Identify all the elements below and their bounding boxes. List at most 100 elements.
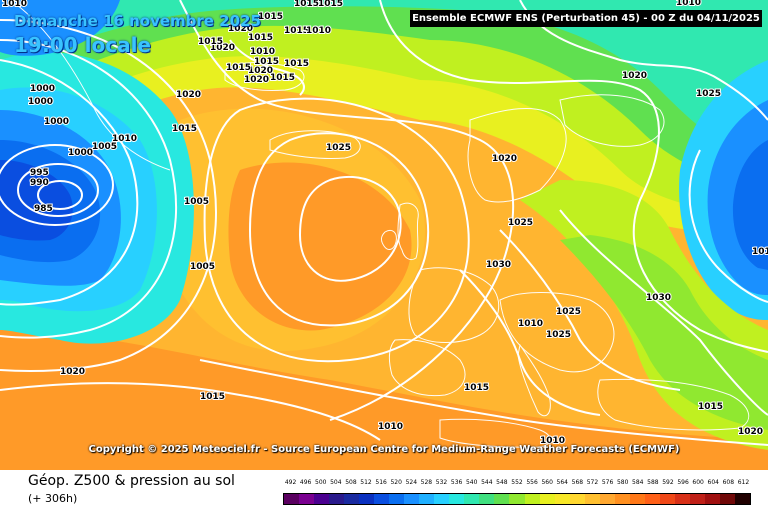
color-scale-label: 596: [677, 479, 689, 486]
color-scale-label: 508: [345, 479, 357, 486]
pressure-label: 1025: [696, 89, 721, 99]
forecast-date: Dimanche 16 novembre 2025: [14, 12, 261, 30]
color-scale-label: 512: [360, 479, 372, 486]
color-scale-swatch: [479, 494, 495, 504]
color-scale-swatch: [509, 494, 525, 504]
pressure-label: 1025: [326, 143, 351, 153]
pressure-label: 1000: [68, 148, 93, 158]
color-scale-swatch: [494, 494, 510, 504]
color-scale-label: 536: [450, 479, 463, 486]
color-scale-swatch: [389, 494, 405, 504]
color-scale-label: 600: [692, 479, 704, 486]
color-scale-label: 604: [707, 479, 719, 486]
color-scale-swatch: [674, 494, 690, 504]
color-scale-swatch: [539, 494, 555, 504]
pressure-label: 1020: [244, 75, 269, 85]
pressure-label: 1000: [28, 97, 53, 107]
pressure-label: 1010: [378, 422, 403, 432]
color-scale-swatch: [464, 494, 480, 504]
pressure-label: 1015: [294, 0, 319, 9]
pressure-label: 1000: [30, 84, 55, 94]
color-scale-swatch: [584, 494, 600, 504]
color-scale-bar: [283, 493, 751, 505]
color-scale-swatch: [314, 494, 330, 504]
color-scale-labels: 492 496 500 504 508 512 516 520 524 528 532 536 540 5…: [283, 479, 751, 491]
color-scale-label: 552: [511, 479, 523, 486]
pressure-label: 1020: [248, 66, 273, 76]
color-scale-swatch: [644, 494, 660, 504]
color-scale-swatch: [299, 494, 315, 504]
color-scale-label: 580: [616, 479, 629, 486]
color-scale-label: 492: [284, 479, 297, 486]
pressure-label: 1005: [92, 142, 117, 152]
pressure-label: 1020: [176, 90, 201, 100]
color-scale-label: 560: [541, 479, 553, 486]
color-scale-label: 548: [496, 479, 508, 486]
pressure-label: 1010: [676, 0, 701, 8]
pressure-label: 1015: [752, 247, 768, 257]
pressure-label: 1010: [250, 47, 275, 57]
pressure-label: 1020: [228, 24, 253, 34]
color-scale-label: 516: [375, 479, 387, 486]
color-scale-swatch: [689, 494, 705, 504]
copyright-notice: Copyright © 2025 Meteociel.fr - Source E…: [88, 444, 680, 455]
color-scale-swatch: [734, 494, 750, 504]
color-scale-swatch: [284, 494, 300, 504]
pressure-label: 1015: [270, 73, 295, 83]
pressure-label: 995: [30, 168, 49, 178]
pressure-label: 1015: [254, 57, 279, 67]
color-scale-label: 608: [722, 479, 735, 486]
pressure-label: 1015: [284, 26, 309, 36]
color-scale-label: 528: [420, 479, 433, 486]
pressure-label: 1010: [540, 436, 565, 446]
pressure-label: 1010: [112, 134, 137, 144]
pressure-label: 1025: [508, 218, 533, 228]
pressure-label: 1015: [248, 33, 273, 43]
color-scale-swatch: [569, 494, 585, 504]
color-scale-label: 544: [481, 479, 493, 486]
pressure-label: 1020: [60, 367, 85, 377]
color-scale-label: 576: [601, 479, 614, 486]
color-scale-swatch: [329, 494, 345, 504]
color-scale-swatch: [374, 494, 390, 504]
map-footer: Géop. Z500 & pression au sol (+ 306h) 49…: [0, 470, 768, 512]
color-scale-label: 532: [435, 479, 448, 486]
pressure-label: 990: [30, 178, 49, 188]
pressure-label: 1015: [258, 12, 283, 22]
color-scale-swatch: [359, 494, 375, 504]
color-scale-swatch: [449, 494, 465, 504]
color-scale-label: 564: [556, 479, 568, 486]
pressure-label: 1005: [190, 262, 215, 272]
model-run-banner: Ensemble ECMWF ENS (Perturbation 45) - 0…: [410, 10, 762, 27]
color-scale-label: 588: [647, 479, 659, 486]
color-scale-swatch: [434, 494, 450, 504]
pressure-label: 1025: [546, 330, 571, 340]
weather-map: 1010 1015 1015 1015 1020 1020 1015 1015 …: [0, 0, 768, 470]
color-scale-label: 568: [571, 479, 584, 486]
pressure-label: 1010: [518, 319, 543, 329]
color-scale-label: 520: [390, 479, 402, 486]
pressure-label: 1015: [200, 392, 225, 402]
color-scale-label: 496: [299, 479, 312, 486]
pressure-label: 1015: [284, 59, 309, 69]
color-scale-swatch: [719, 494, 735, 504]
pressure-label: 1015: [198, 37, 223, 47]
color-scale-label: 572: [586, 479, 599, 486]
color-scale-swatch: [524, 494, 540, 504]
color-scale-label: 504: [330, 479, 342, 486]
color-scale-swatch: [554, 494, 570, 504]
pressure-label: 1015: [172, 124, 197, 134]
color-scale-swatch: [704, 494, 720, 504]
pressure-label: 1000: [44, 117, 69, 127]
pressure-label: 1015: [698, 402, 723, 412]
color-scale-label: 500: [315, 479, 327, 486]
color-scale-label: 592: [662, 479, 674, 486]
pressure-label: 1015: [226, 63, 251, 73]
pressure-label: 1030: [486, 260, 511, 270]
color-scale-swatch: [404, 494, 420, 504]
color-scale: 492 496 500 504 508 512 516 520 524 528 532 536 540 5…: [283, 479, 751, 507]
lead-time: (+ 306h): [28, 492, 78, 505]
color-scale-label: 584: [632, 479, 644, 486]
pressure-label: 1030: [646, 293, 671, 303]
forecast-time: 19:00 locale: [14, 33, 151, 57]
